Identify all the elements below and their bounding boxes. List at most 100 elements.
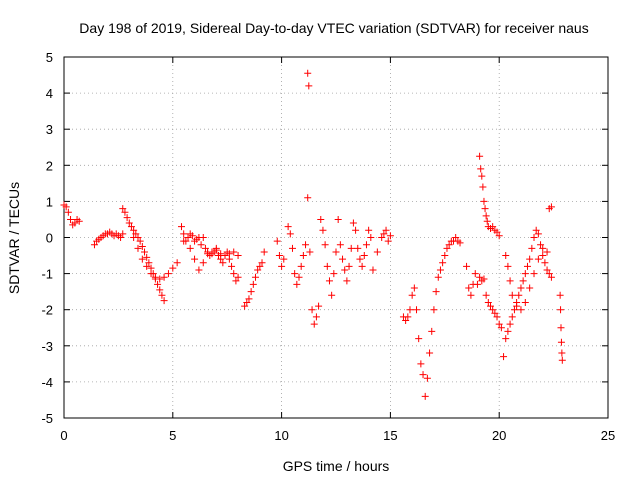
data-point bbox=[513, 302, 521, 310]
data-point bbox=[557, 306, 565, 314]
data-point bbox=[123, 214, 131, 222]
data-point bbox=[356, 255, 364, 263]
data-point bbox=[365, 226, 373, 234]
data-point bbox=[419, 371, 427, 379]
data-point bbox=[476, 152, 484, 160]
data-point bbox=[64, 208, 72, 216]
data-point bbox=[428, 327, 436, 335]
data-point bbox=[413, 306, 421, 314]
data-point bbox=[249, 280, 257, 288]
data-point bbox=[432, 288, 440, 296]
data-point bbox=[134, 244, 142, 252]
data-point bbox=[445, 241, 453, 249]
data-point bbox=[278, 262, 286, 270]
data-point bbox=[319, 226, 327, 234]
data-point bbox=[280, 255, 288, 263]
data-point bbox=[160, 297, 168, 305]
data-point bbox=[408, 291, 416, 299]
data-point bbox=[130, 226, 138, 234]
data-point bbox=[497, 324, 505, 332]
data-point bbox=[156, 275, 164, 283]
data-point bbox=[251, 273, 259, 281]
data-point bbox=[241, 302, 249, 310]
data-point bbox=[254, 266, 262, 274]
data-point bbox=[510, 306, 518, 314]
data-point bbox=[71, 219, 79, 227]
data-point bbox=[221, 252, 229, 260]
data-point bbox=[362, 241, 370, 249]
data-point bbox=[284, 223, 292, 231]
series-seg9 bbox=[304, 69, 313, 90]
data-point bbox=[317, 215, 325, 223]
series-seg17 bbox=[556, 291, 566, 364]
data-point bbox=[493, 313, 501, 321]
data-point bbox=[158, 291, 166, 299]
data-point bbox=[504, 327, 512, 335]
data-point bbox=[528, 244, 536, 252]
data-point bbox=[534, 230, 542, 238]
data-point bbox=[406, 306, 414, 314]
data-point bbox=[315, 302, 323, 310]
series-seg16 bbox=[502, 203, 555, 314]
data-point bbox=[125, 219, 133, 227]
y-axis-label: SDTVAR / TECUs bbox=[6, 182, 22, 294]
series-seg7 bbox=[241, 248, 268, 310]
data-point bbox=[417, 360, 425, 368]
data-point bbox=[467, 291, 475, 299]
data-points bbox=[60, 69, 566, 400]
y-tick-label: 0 bbox=[46, 231, 53, 246]
data-point bbox=[169, 264, 177, 272]
data-point bbox=[199, 234, 207, 241]
data-point bbox=[463, 262, 471, 270]
y-tick-label: -3 bbox=[41, 339, 53, 354]
y-tick-labels: 5 4 3 2 1 0 -1 -2 -3 -4 -5 bbox=[41, 50, 53, 426]
data-point bbox=[336, 241, 344, 249]
series-seg14 bbox=[476, 152, 503, 240]
data-point bbox=[526, 284, 534, 292]
y-tick-label: 2 bbox=[46, 158, 53, 173]
data-point bbox=[67, 215, 75, 223]
data-point bbox=[430, 306, 438, 314]
data-point bbox=[521, 298, 529, 306]
data-point bbox=[483, 217, 491, 225]
data-point bbox=[119, 205, 127, 213]
x-tick-label: 10 bbox=[274, 428, 288, 443]
data-point bbox=[288, 244, 296, 252]
data-point bbox=[191, 255, 199, 263]
data-point bbox=[295, 273, 303, 281]
data-point bbox=[305, 82, 313, 90]
data-point bbox=[382, 226, 390, 234]
data-point bbox=[219, 259, 227, 267]
data-point bbox=[402, 317, 410, 325]
x-tick-label: 20 bbox=[492, 428, 506, 443]
data-point bbox=[143, 253, 151, 261]
data-point bbox=[138, 243, 146, 251]
series-seg13 bbox=[463, 262, 505, 332]
data-point bbox=[119, 230, 127, 238]
data-point bbox=[543, 266, 551, 274]
data-point bbox=[310, 320, 318, 328]
y-tick-label: -1 bbox=[41, 267, 53, 282]
data-point bbox=[180, 230, 188, 238]
data-point bbox=[530, 270, 538, 278]
data-point bbox=[127, 223, 135, 231]
data-point bbox=[557, 324, 565, 332]
series-seg1 bbox=[60, 201, 83, 229]
data-point bbox=[384, 237, 392, 245]
data-point bbox=[439, 259, 447, 267]
data-point bbox=[515, 291, 523, 299]
data-point bbox=[373, 248, 381, 256]
data-point bbox=[304, 69, 312, 77]
data-point bbox=[164, 270, 172, 278]
data-point bbox=[508, 291, 516, 299]
data-point bbox=[537, 241, 545, 249]
data-point bbox=[308, 306, 316, 314]
data-point bbox=[258, 259, 266, 267]
data-point bbox=[452, 234, 460, 241]
x-tick-label: 5 bbox=[169, 428, 176, 443]
data-point bbox=[481, 205, 489, 213]
data-point bbox=[532, 226, 540, 234]
series-seg3 bbox=[119, 205, 168, 305]
y-tick-label: 5 bbox=[46, 50, 53, 65]
data-point bbox=[486, 302, 494, 310]
